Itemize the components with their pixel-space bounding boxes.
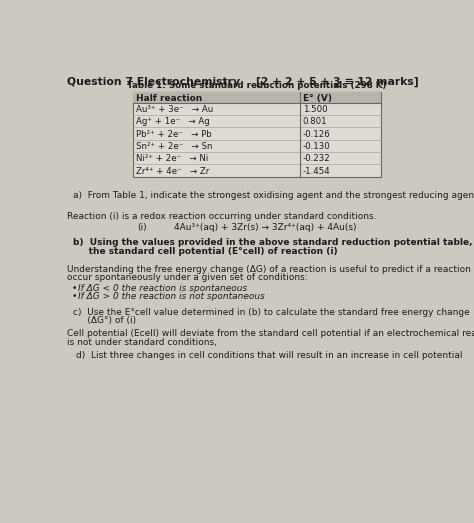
- Text: -0.232: -0.232: [302, 154, 330, 163]
- Text: 0.801: 0.801: [302, 118, 327, 127]
- Text: If ΔG > 0 the reaction is not spontaneous: If ΔG > 0 the reaction is not spontaneou…: [78, 292, 264, 301]
- Text: c)  Use the E°cell value determined in (b) to calculate the standard free energy: c) Use the E°cell value determined in (b…: [73, 308, 470, 316]
- Text: the standard cell potential (E°cell) of reaction (i): the standard cell potential (E°cell) of …: [73, 247, 338, 256]
- Text: [2 + 2 + 5 + 3̲ ≡ 12 marks]: [2 + 2 + 5 + 3̲ ≡ 12 marks]: [256, 77, 419, 87]
- Text: 1.500: 1.500: [302, 105, 327, 114]
- Text: a)  From Table 1, indicate the strongest oxidising agent and the strongest reduc: a) From Table 1, indicate the strongest …: [73, 190, 474, 200]
- Text: Half reaction: Half reaction: [136, 94, 202, 103]
- Text: is not under standard conditions,: is not under standard conditions,: [67, 338, 217, 347]
- Text: Pb²⁺ + 2e⁻   → Pb: Pb²⁺ + 2e⁻ → Pb: [136, 130, 212, 139]
- Text: 4Au³⁺(aq) + 3Zr(s) → 3Zr⁴⁺(aq) + 4Au(s): 4Au³⁺(aq) + 3Zr(s) → 3Zr⁴⁺(aq) + 4Au(s): [174, 223, 356, 232]
- Text: Cell potential (Ecell) will deviate from the standard cell potential if an elect: Cell potential (Ecell) will deviate from…: [67, 329, 474, 338]
- Text: Question 7 Electrochemistry: Question 7 Electrochemistry: [67, 77, 240, 87]
- Text: Table 1: Some standard reduction potentials (298 K): Table 1: Some standard reduction potenti…: [127, 81, 387, 90]
- Text: Ni²⁺ + 2e⁻   → Ni: Ni²⁺ + 2e⁻ → Ni: [136, 154, 208, 163]
- Text: occur spontaneously under a given set of conditions:: occur spontaneously under a given set of…: [67, 273, 308, 282]
- Text: -0.130: -0.130: [302, 142, 330, 151]
- Text: •: •: [72, 284, 77, 293]
- Text: •: •: [72, 292, 77, 301]
- Text: E° (V): E° (V): [302, 94, 332, 103]
- Text: Au³⁺ + 3e⁻   → Au: Au³⁺ + 3e⁻ → Au: [136, 105, 213, 114]
- Text: -1.454: -1.454: [302, 167, 330, 176]
- Text: Understanding the free energy change (ΔG) of a reaction is useful to predict if : Understanding the free energy change (ΔG…: [67, 265, 474, 274]
- Text: Ag⁺ + 1e⁻   → Ag: Ag⁺ + 1e⁻ → Ag: [136, 118, 210, 127]
- Text: Zr⁴⁺ + 4e⁻   → Zr: Zr⁴⁺ + 4e⁻ → Zr: [136, 167, 209, 176]
- Text: b)  Using the values provided in the above standard reduction potential table, c: b) Using the values provided in the abov…: [73, 238, 474, 247]
- Bar: [133, 92, 381, 177]
- Text: If ΔG < 0 the reaction is spontaneous: If ΔG < 0 the reaction is spontaneous: [78, 284, 247, 293]
- Text: d)  List three changes in cell conditions that will result in an increase in cel: d) List three changes in cell conditions…: [76, 351, 463, 360]
- Text: (ΔG°) of (i): (ΔG°) of (i): [73, 316, 137, 325]
- Text: Reaction (i) is a redox reaction occurring under standard conditions.: Reaction (i) is a redox reaction occurri…: [67, 212, 376, 221]
- Text: (i): (i): [137, 223, 146, 232]
- Bar: [133, 92, 381, 103]
- Text: Sn²⁺ + 2e⁻   → Sn: Sn²⁺ + 2e⁻ → Sn: [136, 142, 212, 151]
- Text: -0.126: -0.126: [302, 130, 330, 139]
